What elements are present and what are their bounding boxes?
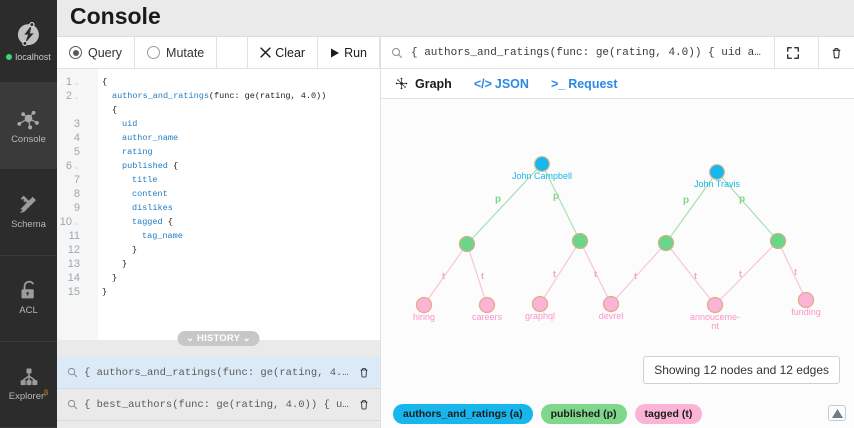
svg-text:p: p <box>495 194 501 205</box>
svg-text:p: p <box>553 191 559 202</box>
svg-text:t: t <box>481 271 484 281</box>
svg-text:t: t <box>442 271 445 281</box>
svg-text:hiring: hiring <box>413 312 435 322</box>
svg-text:John Travis: John Travis <box>694 179 741 189</box>
svg-text:t: t <box>694 271 697 281</box>
svg-text:nt: nt <box>711 321 719 331</box>
svg-text:devrel: devrel <box>599 311 624 321</box>
svg-text:t: t <box>553 269 556 279</box>
svg-text:careers: careers <box>472 312 503 322</box>
svg-text:p: p <box>683 195 689 206</box>
svg-text:t: t <box>594 269 597 279</box>
svg-text:t: t <box>634 271 637 281</box>
svg-text:graphql: graphql <box>525 311 555 321</box>
svg-text:t: t <box>739 269 742 279</box>
svg-text:t: t <box>794 267 797 277</box>
svg-text:John Campbell: John Campbell <box>512 171 572 181</box>
svg-text:p: p <box>739 194 745 205</box>
svg-text:funding: funding <box>791 307 821 317</box>
